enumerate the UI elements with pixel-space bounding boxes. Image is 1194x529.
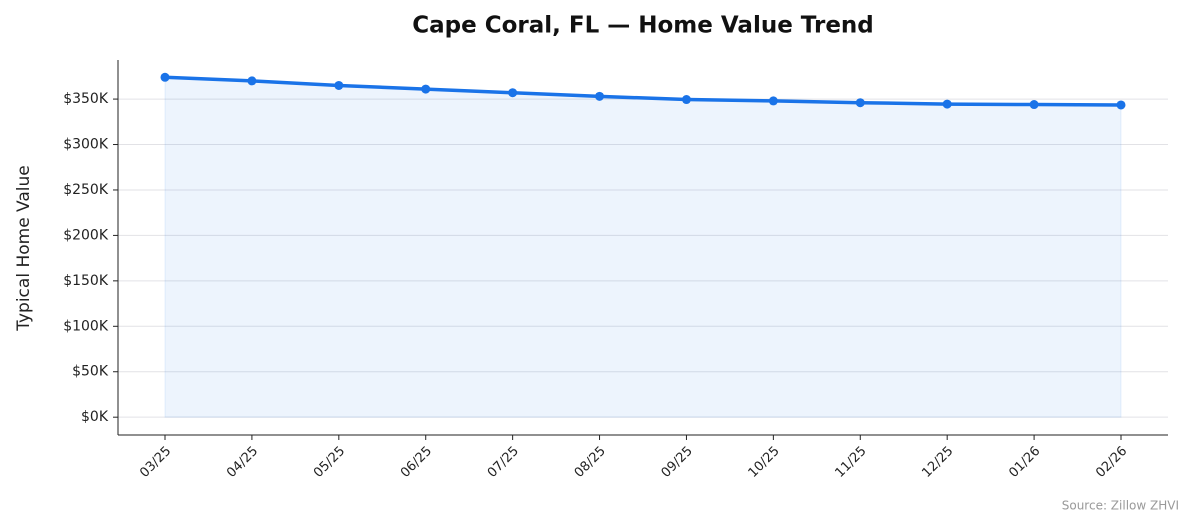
y-tick-label: $300K [63, 137, 109, 153]
y-tick-label: $200K [63, 227, 109, 243]
point [1116, 100, 1126, 110]
x-tick-label: 02/26 [1093, 444, 1130, 481]
x-tick-label: 01/26 [1006, 444, 1043, 481]
point [247, 76, 257, 86]
y-tick-label: $0K [81, 409, 109, 425]
y-tick-label: $150K [63, 273, 109, 289]
point [421, 84, 431, 94]
x-tick-label: 09/25 [659, 444, 696, 481]
x-tick-label: 03/25 [137, 444, 174, 481]
y-axis-label: Typical Home Value [14, 165, 34, 332]
point [595, 91, 605, 101]
point [334, 80, 344, 90]
y-tick-label: $100K [63, 318, 109, 334]
x-tick-label: 06/25 [398, 444, 435, 481]
point [1029, 100, 1039, 110]
point [508, 88, 518, 98]
y-tick-label: $250K [63, 182, 109, 198]
point [768, 96, 778, 106]
x-tick-label: 11/25 [832, 444, 869, 481]
point [681, 95, 691, 105]
line [164, 75, 1122, 107]
y-tick-label: $350K [63, 91, 109, 107]
y-tick-label: $50K [72, 364, 109, 380]
x-tick-label: 04/25 [224, 444, 261, 481]
x-tick-label: 12/25 [919, 444, 956, 481]
point [855, 98, 865, 108]
source-note: Source: Zillow ZHVI [1062, 499, 1179, 513]
x-tick-label: 10/25 [746, 444, 783, 481]
x-tick-label: 07/25 [485, 444, 522, 481]
area [164, 76, 1122, 418]
x-tick-label: 08/25 [572, 444, 609, 481]
chart-title: Cape Coral, FL — Home Value Trend [412, 13, 874, 39]
point [942, 99, 952, 109]
x-tick-label: 05/25 [311, 444, 348, 481]
point [160, 72, 170, 82]
